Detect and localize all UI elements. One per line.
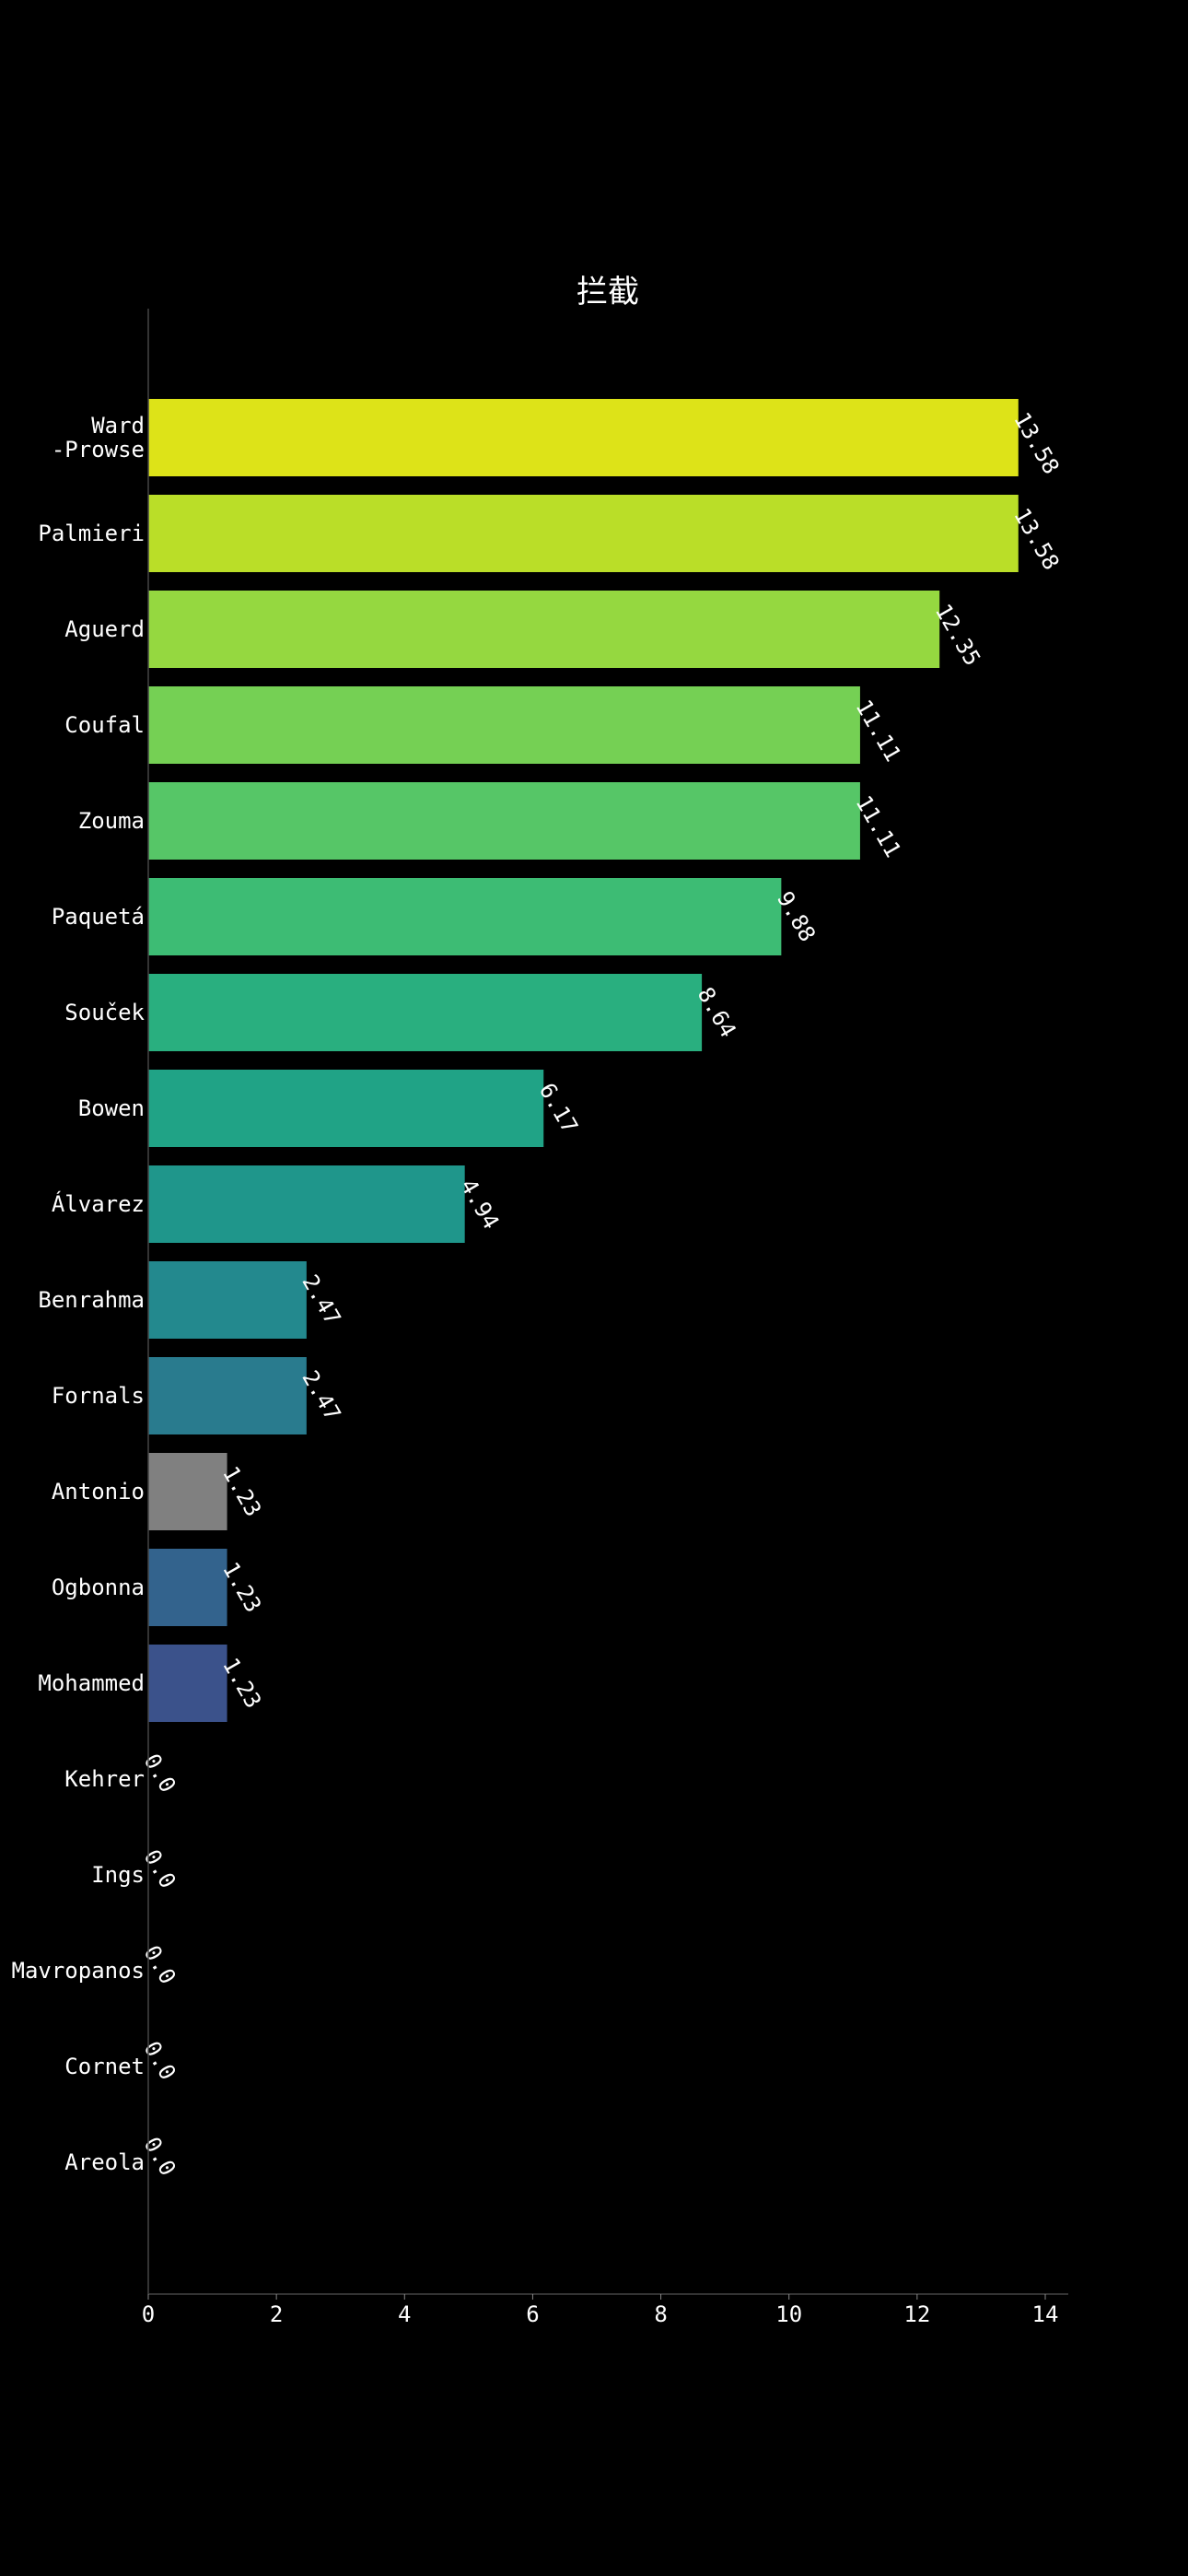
x-tick-label: 0 <box>142 2301 155 2327</box>
category-label: Ogbonna <box>52 1575 145 1600</box>
category-label: Zouma <box>78 808 145 834</box>
category-label: Fornals <box>52 1383 145 1409</box>
bar <box>148 1645 227 1722</box>
category-label: Aguerd <box>64 616 145 642</box>
x-tick-label: 8 <box>654 2301 667 2327</box>
category-label: Palmieri <box>38 521 145 546</box>
bars-group <box>148 399 1019 1722</box>
bar <box>148 1070 544 1147</box>
category-label: Coufal <box>64 712 145 738</box>
x-tick-label: 12 <box>903 2301 930 2327</box>
bar <box>148 399 1019 476</box>
category-label: Ings <box>91 1862 145 1888</box>
x-tick-label: 14 <box>1032 2301 1059 2327</box>
bar <box>148 1453 227 1530</box>
category-label: Cornet <box>64 2054 145 2079</box>
bar <box>148 1165 465 1243</box>
category-label: Antonio <box>52 1479 145 1505</box>
category-label: Ward -Prowse <box>52 413 145 463</box>
value-label: 0.0 <box>139 2133 181 2181</box>
x-tick-label: 2 <box>270 2301 283 2327</box>
bar <box>148 591 940 668</box>
x-axis: 0 2 4 6 8 10 12 14 <box>142 2293 1068 2327</box>
bar <box>148 495 1019 572</box>
category-label: Bowen <box>78 1095 145 1121</box>
category-label: Mohammed <box>38 1670 145 1696</box>
value-label: 0.0 <box>139 1750 181 1797</box>
category-label: Kehrer <box>64 1766 145 1792</box>
category-label: Álvarez <box>52 1190 145 1217</box>
x-tick-label: 4 <box>398 2301 411 2327</box>
chart-title: 拦截 <box>577 274 639 310</box>
x-tick-label: 6 <box>526 2301 539 2327</box>
value-label: 0.0 <box>139 1845 181 1893</box>
category-label: Paquetá <box>52 904 145 930</box>
bar <box>148 878 782 955</box>
category-label: Souček <box>64 1000 145 1025</box>
category-label: Mavropanos <box>12 1958 146 1984</box>
category-label: Areola <box>64 2149 145 2175</box>
bar <box>148 782 860 860</box>
value-label: 0.0 <box>139 1941 181 1989</box>
bar <box>148 1549 227 1626</box>
bar <box>148 974 703 1051</box>
category-label: Benrahma <box>38 1287 145 1313</box>
bar <box>148 1261 307 1339</box>
category-labels: Ward -Prowse Palmieri Aguerd Coufal Zouma Paqu… <box>12 413 146 2175</box>
value-label: 0.0 <box>139 2037 181 2085</box>
bar <box>148 686 860 764</box>
bar <box>148 1357 307 1434</box>
x-tick-label: 10 <box>775 2301 802 2327</box>
